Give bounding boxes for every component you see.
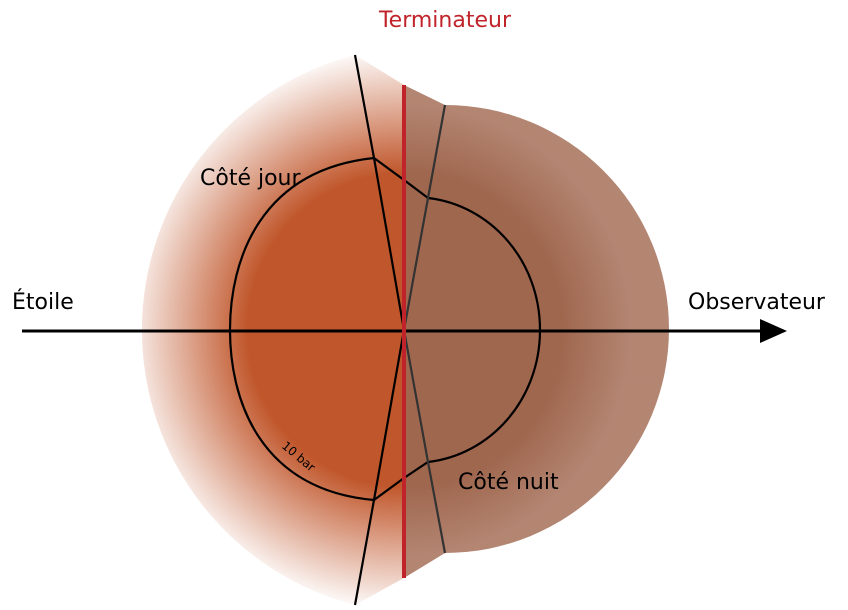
diagram: Terminateur Côté jour Côté nuit Étoile O… (0, 0, 848, 610)
terminator-label: Terminateur (378, 8, 512, 33)
star-label: Étoile (12, 289, 74, 315)
observer-label: Observateur (688, 290, 826, 315)
night-side-label: Côté nuit (458, 470, 559, 495)
day-side-label: Côté jour (200, 166, 301, 191)
